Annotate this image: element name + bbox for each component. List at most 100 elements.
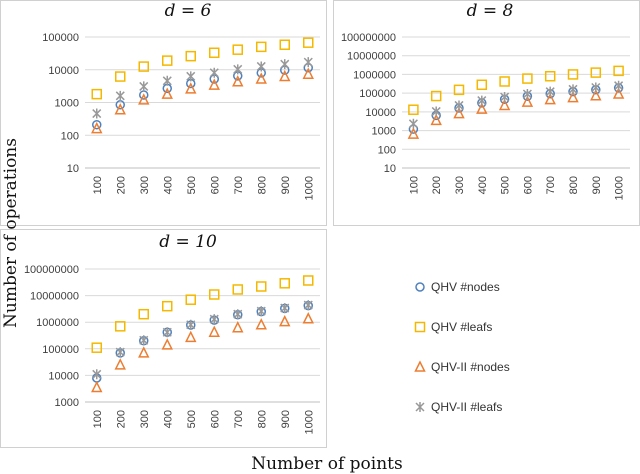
series-qhv-ii-nodes [407,87,625,139]
data-point [232,75,244,87]
x-tick-label: 500 [500,176,512,194]
data-point [186,71,196,82]
chart-panel-d10: d = 10 1000 10000 100000 1000000 10000000 1000… [24,232,320,434]
panel-title-d6: d = 6 [165,1,212,21]
series-qhv-leafs [91,37,314,100]
chart-panel-d8: d = 8 10 100 1000 10000 100000 1000000 10000000… [341,1,630,200]
x-tick-label: 900 [280,176,292,194]
data-point [302,312,314,324]
series-qhv-leafs [91,275,314,353]
data-point [591,82,601,93]
data-point [138,93,150,105]
series-qhv-ii-leafs [92,57,313,119]
y-tick-label: 10000 [48,65,79,77]
data-point [612,87,625,99]
data-point [185,82,197,94]
data-point [208,325,220,337]
data-point [614,80,624,91]
data-point [162,75,172,86]
x-tick-label: 1000 [303,176,315,200]
data-point [139,335,149,346]
legend-marker-circle [415,282,425,292]
data-point [256,306,266,317]
data-point [545,86,555,97]
data-point [302,67,314,79]
x-tick-label: 700 [233,176,245,194]
x-tick-label: 400 [162,176,174,194]
data-point [430,113,442,126]
data-point [162,327,172,338]
y-tick-label: 1000 [372,126,396,138]
data-point [91,121,103,134]
data-point [161,87,173,99]
legend-item: QHV #nodes [415,280,500,294]
y-tick-label: 1000 [55,397,79,409]
series-qhv-leafs [408,65,624,115]
data-point [208,78,220,90]
data-point [408,118,418,129]
data-point [522,88,532,99]
data-point [255,318,267,330]
data-point [568,84,578,95]
data-point [567,69,579,80]
data-point [232,321,244,333]
x-tick-label: 600 [209,410,221,428]
panel-frame-d10 [0,229,327,448]
data-point [279,314,291,327]
data-point [91,342,102,353]
x-tick-label: 600 [209,176,221,194]
panels: d = 6 10 100 1000 10000 100000 100 200 300 400 500… [24,1,630,434]
data-point [567,90,579,103]
data-point [92,369,102,380]
data-point [256,41,267,53]
y-tick-label: 1000000 [36,317,79,329]
data-point [138,61,149,72]
panel-frame-d6 [0,0,327,226]
panel-title-d10: d = 10 [159,232,217,252]
legend-item: QHV #leafs [414,320,492,334]
x-tick-label: 900 [280,410,292,428]
x-tick-label: 400 [477,176,489,194]
data-point [115,347,125,358]
data-point [115,90,125,101]
x-tick-label: 300 [454,176,466,194]
data-point [544,70,556,82]
x-tick-label: 700 [233,410,245,428]
x-tick-label: 900 [591,176,603,194]
y-tick-label: 100000 [42,32,79,44]
y-tick-label: 1000000 [353,69,396,81]
legend-item: QHV-II #nodes [414,360,510,374]
legend-marker-star [415,402,425,412]
x-tick-label: 200 [115,410,127,428]
data-point [162,300,173,312]
x-tick-label: 600 [522,176,534,194]
data-point [544,92,556,105]
data-point [232,284,243,295]
data-point [161,338,173,350]
data-point [92,119,102,130]
data-point [476,102,488,114]
data-point [138,308,149,320]
data-point [233,64,243,75]
legend-item: QHV-II #leafs [415,400,502,414]
y-tick-label: 100000000 [24,264,79,276]
data-point [453,84,465,96]
data-point [139,81,149,92]
x-tick-label: 500 [186,410,198,428]
data-point [232,44,243,55]
data-point [430,90,442,102]
data-point [91,380,103,393]
y-tick-label: 100000 [42,344,79,356]
data-point [522,73,533,84]
data-point [279,278,290,289]
data-point [115,321,126,332]
data-point [233,309,243,320]
data-point [279,39,290,50]
data-point [500,92,510,103]
y-tick-label: 10 [384,163,396,175]
x-axis-title: Number of points [251,454,402,474]
data-point [114,103,126,115]
data-point [590,67,602,78]
y-tick-label: 100 [378,144,396,156]
data-point [454,100,464,111]
